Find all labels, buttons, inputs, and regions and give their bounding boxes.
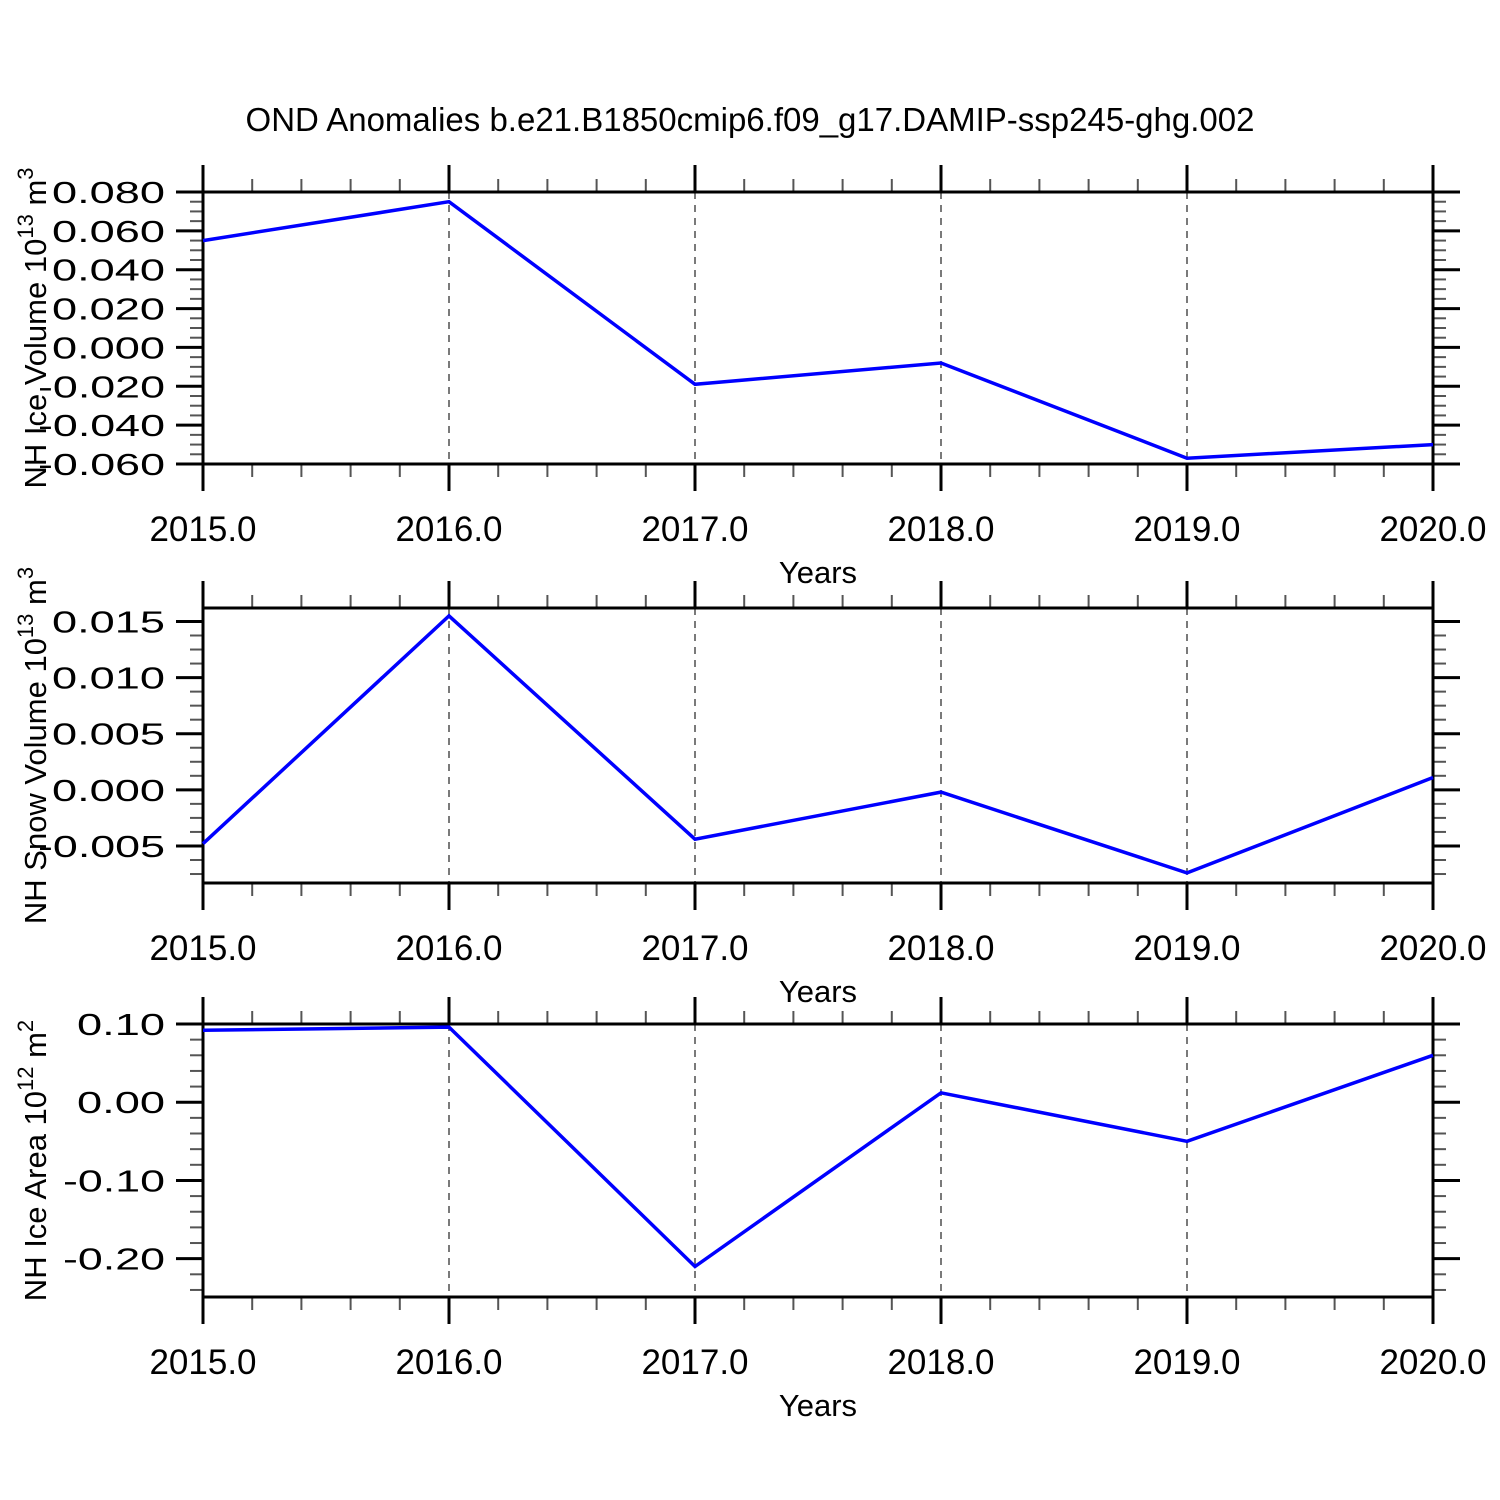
x-tick-label: 2015.0 <box>149 1343 256 1382</box>
y-tick-label: -0.040 <box>38 408 165 443</box>
x-tick-label: 2020.0 <box>1379 510 1486 549</box>
major-ticks <box>176 165 1460 491</box>
x-axis-title: Years <box>779 555 857 590</box>
y-tick-label: -0.020 <box>38 369 165 404</box>
y-tick-label: 0.040 <box>52 253 165 288</box>
x-tick-label: 2019.0 <box>1133 1343 1240 1382</box>
minor-ticks <box>190 595 1446 896</box>
y-tick-label: 0.00 <box>77 1085 165 1120</box>
y-tick-label: 0.015 <box>52 604 165 639</box>
y-tick-label: -0.005 <box>38 829 165 864</box>
gridlines <box>448 1024 1188 1297</box>
gridlines <box>448 192 1188 464</box>
x-tick-label: 2017.0 <box>641 510 748 549</box>
x-tick-label: 2016.0 <box>395 510 502 549</box>
y-axis-title: NH Ice Volume 1013 m3 <box>13 167 53 488</box>
y-tick-label: 0.060 <box>52 214 165 249</box>
plot-box <box>201 606 1435 885</box>
x-tick-label: 2018.0 <box>887 1343 994 1382</box>
y-tick-label: -0.10 <box>63 1163 165 1198</box>
major-ticks <box>176 581 1460 910</box>
y-axis-title: NH Ice Area 1012 m2 <box>13 1020 53 1301</box>
plot-box <box>201 190 1435 466</box>
y-tick-label: 0.020 <box>52 292 165 327</box>
y-tick-label: -0.20 <box>63 1242 165 1277</box>
x-tick-label: 2019.0 <box>1133 929 1240 968</box>
y-tick-label: -0.060 <box>38 447 165 482</box>
x-tick-label: 2017.0 <box>641 929 748 968</box>
x-axis-title: Years <box>779 974 857 1009</box>
x-tick-label: 2017.0 <box>641 1343 748 1382</box>
minor-ticks <box>190 1011 1446 1310</box>
x-tick-label: 2019.0 <box>1133 510 1240 549</box>
gridlines <box>448 608 1188 883</box>
x-tick-label: 2020.0 <box>1379 1343 1486 1382</box>
y-tick-label: 0.010 <box>52 661 165 696</box>
y-tick-label: 0.000 <box>52 773 165 808</box>
y-tick-label: 0.000 <box>52 330 165 365</box>
series-line <box>201 613 1434 875</box>
x-tick-label: 2016.0 <box>395 929 502 968</box>
series-line <box>202 199 1434 460</box>
panel-1: 2015.0 2016.0 2017.0 2018.0 2019.0 2020.0 0.08… <box>13 165 1487 590</box>
y-tick-label: 0.005 <box>52 717 165 752</box>
major-ticks <box>176 997 1460 1324</box>
chart-title: OND Anomalies b.e21.B1850cmip6.f09_g17.D… <box>245 101 1255 138</box>
plot-box <box>201 1022 1435 1299</box>
panel-2: 2015.0 2016.0 2017.0 2018.0 2019.0 2020.0 0.01… <box>13 567 1487 1009</box>
x-tick-label: 2016.0 <box>395 1343 502 1382</box>
minor-ticks <box>190 179 1446 477</box>
x-tick-label: 2015.0 <box>149 510 256 549</box>
panel-3: 2015.0 2016.0 2017.0 2018.0 2019.0 2020.0 0.10… <box>13 997 1487 1423</box>
y-tick-label: 0.10 <box>77 1007 165 1042</box>
x-tick-label: 2020.0 <box>1379 929 1486 968</box>
x-tick-label: 2015.0 <box>149 929 256 968</box>
y-tick-label: 0.080 <box>52 175 165 210</box>
x-axis-title: Years <box>779 1388 857 1423</box>
y-axis-title: NH Snow Volume 1013 m3 <box>13 567 53 924</box>
x-tick-label: 2018.0 <box>887 510 994 549</box>
x-tick-label: 2018.0 <box>887 929 994 968</box>
series-line <box>202 1025 1434 1269</box>
